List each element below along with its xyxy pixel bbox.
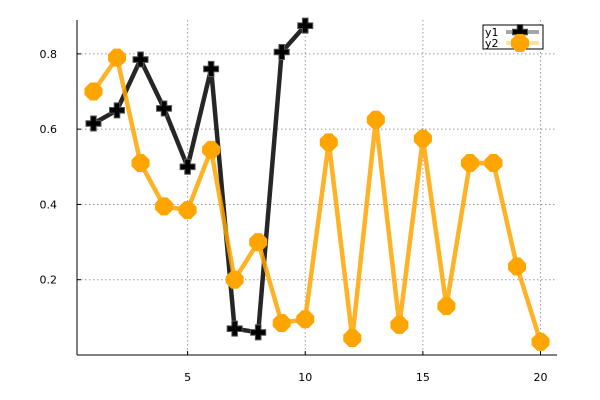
legend-label-y1: y1 [485, 26, 499, 39]
data-point-y1 [273, 43, 290, 60]
data-point-y1 [179, 158, 196, 175]
data-point-y2 [249, 233, 268, 252]
data-point-y1 [156, 100, 173, 117]
data-point-y2 [131, 154, 150, 173]
data-point-y2 [390, 315, 409, 334]
data-point-y2 [508, 257, 526, 276]
series-y2 [84, 48, 550, 351]
data-point-y2 [178, 201, 197, 220]
series-layer [84, 17, 550, 351]
y-tick-label: 0.6 [40, 123, 58, 136]
x-tick-label: 10 [298, 371, 312, 384]
data-point-y1 [132, 51, 149, 68]
data-point-y1 [226, 320, 243, 337]
data-point-y2 [366, 110, 385, 129]
x-tick-label: 15 [416, 371, 430, 384]
data-point-y2 [84, 82, 103, 101]
data-point-y2 [225, 270, 244, 289]
data-point-y2 [202, 140, 221, 159]
legend-marker-y2 [511, 34, 529, 52]
data-point-y2 [296, 310, 315, 329]
legend-label-y2: y2 [485, 37, 499, 50]
data-point-y2 [272, 314, 291, 333]
data-point-y2 [437, 297, 456, 316]
data-point-y1 [297, 17, 314, 34]
y-tick-label: 0.4 [40, 198, 58, 211]
data-point-y2 [155, 197, 174, 216]
axes: 5 10 15 20 0.2 0.4 0.6 0.8 [40, 20, 557, 384]
data-point-y2 [484, 154, 503, 173]
series-y1 [85, 17, 314, 341]
y-tick-label: 0.8 [40, 48, 58, 61]
data-point-y2 [108, 48, 126, 67]
y-tick-label: 0.2 [40, 274, 58, 287]
data-point-y1 [250, 324, 267, 341]
x-tick-label: 5 [184, 371, 191, 384]
data-point-y2 [343, 329, 362, 348]
data-point-y1 [109, 102, 125, 119]
x-tick-label: 20 [534, 371, 548, 384]
data-point-y2 [460, 154, 479, 173]
data-point-y1 [203, 60, 220, 77]
series-line-y1 [91, 23, 308, 335]
data-point-y2 [531, 332, 550, 351]
data-point-y1 [85, 115, 102, 132]
data-point-y2 [319, 133, 338, 152]
grid [77, 20, 557, 355]
data-point-y2 [413, 129, 432, 148]
